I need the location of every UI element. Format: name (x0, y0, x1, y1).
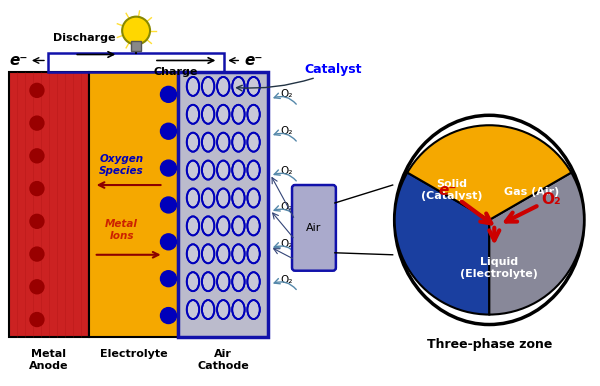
Circle shape (30, 181, 44, 196)
Wedge shape (490, 173, 584, 315)
Ellipse shape (187, 272, 199, 291)
Bar (9, 73, 89, 337)
Ellipse shape (247, 161, 260, 179)
Ellipse shape (217, 217, 229, 235)
Ellipse shape (247, 77, 260, 96)
Ellipse shape (202, 300, 214, 319)
Text: Solid
(Catalyst): Solid (Catalyst) (421, 179, 482, 201)
Circle shape (30, 83, 44, 97)
Ellipse shape (247, 217, 260, 235)
Ellipse shape (217, 133, 229, 152)
Ellipse shape (187, 300, 199, 319)
Bar (178, 73, 268, 337)
Text: Three-phase zone: Three-phase zone (427, 339, 552, 352)
Ellipse shape (217, 244, 229, 263)
FancyBboxPatch shape (292, 185, 336, 271)
Text: O₂: O₂ (280, 166, 292, 176)
Ellipse shape (217, 188, 229, 207)
Ellipse shape (202, 161, 214, 179)
Ellipse shape (202, 133, 214, 152)
Text: O₂: O₂ (280, 202, 292, 212)
Ellipse shape (187, 105, 199, 124)
Circle shape (30, 116, 44, 130)
Ellipse shape (187, 161, 199, 179)
Ellipse shape (232, 133, 245, 152)
Circle shape (30, 280, 44, 294)
Ellipse shape (247, 105, 260, 124)
Ellipse shape (247, 272, 260, 291)
Ellipse shape (232, 244, 245, 263)
Circle shape (161, 160, 176, 176)
Text: Charge: Charge (154, 68, 198, 78)
Circle shape (122, 17, 150, 44)
Ellipse shape (232, 272, 245, 291)
Text: Metal
Anode: Metal Anode (29, 349, 68, 371)
Text: Discharge: Discharge (53, 32, 116, 42)
Text: O₂: O₂ (280, 275, 292, 285)
Circle shape (161, 234, 176, 250)
Text: e⁻: e⁻ (438, 183, 457, 198)
Bar (89, 73, 178, 337)
Text: Oxygen
Species: Oxygen Species (100, 154, 144, 176)
Ellipse shape (217, 272, 229, 291)
Ellipse shape (202, 272, 214, 291)
Wedge shape (395, 173, 490, 315)
Circle shape (161, 123, 176, 139)
Ellipse shape (202, 105, 214, 124)
Text: Electrolyte: Electrolyte (100, 349, 167, 359)
Ellipse shape (247, 188, 260, 207)
Circle shape (30, 214, 44, 228)
Text: e⁻: e⁻ (244, 53, 262, 68)
Circle shape (30, 149, 44, 163)
Ellipse shape (232, 161, 245, 179)
Circle shape (30, 313, 44, 327)
Text: O₂: O₂ (541, 193, 561, 207)
Text: Metal
Ions: Metal Ions (105, 219, 138, 240)
Circle shape (30, 247, 44, 261)
Text: Liquid
(Electrolyte): Liquid (Electrolyte) (460, 257, 538, 279)
Text: O₂: O₂ (280, 239, 292, 249)
Ellipse shape (395, 115, 584, 325)
Text: O₂: O₂ (280, 89, 292, 99)
Ellipse shape (217, 77, 229, 96)
Text: Air: Air (306, 223, 322, 233)
Ellipse shape (187, 133, 199, 152)
Ellipse shape (202, 188, 214, 207)
Ellipse shape (217, 161, 229, 179)
Ellipse shape (232, 77, 245, 96)
Ellipse shape (187, 188, 199, 207)
Ellipse shape (247, 133, 260, 152)
Ellipse shape (217, 105, 229, 124)
Circle shape (161, 308, 176, 323)
Ellipse shape (232, 105, 245, 124)
Ellipse shape (187, 217, 199, 235)
Text: Gas (Air): Gas (Air) (503, 187, 559, 197)
Ellipse shape (247, 300, 260, 319)
Circle shape (161, 197, 176, 213)
Ellipse shape (217, 300, 229, 319)
Ellipse shape (202, 244, 214, 263)
Text: Air
Cathode: Air Cathode (197, 349, 249, 371)
Bar (48, 52, 224, 73)
Ellipse shape (232, 188, 245, 207)
Ellipse shape (202, 77, 214, 96)
Text: e⁻: e⁻ (10, 53, 28, 68)
Ellipse shape (202, 217, 214, 235)
Bar (131, 41, 141, 51)
Ellipse shape (187, 244, 199, 263)
Ellipse shape (247, 244, 260, 263)
Circle shape (161, 271, 176, 287)
Ellipse shape (232, 217, 245, 235)
Wedge shape (407, 125, 571, 220)
Text: O₂: O₂ (280, 126, 292, 136)
Ellipse shape (187, 77, 199, 96)
Circle shape (161, 86, 176, 102)
Text: Catalyst: Catalyst (304, 63, 361, 76)
Ellipse shape (232, 300, 245, 319)
